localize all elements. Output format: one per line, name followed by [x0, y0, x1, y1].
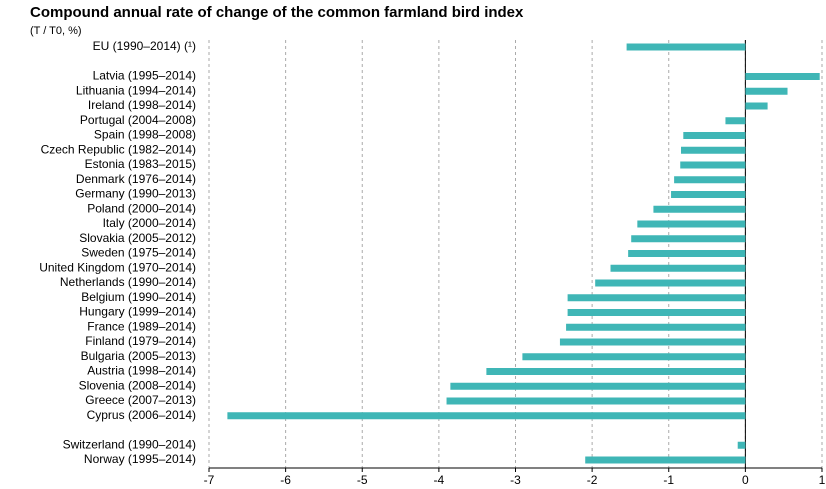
y-tick-label: Denmark (1976–2014) [76, 172, 196, 186]
bar [626, 43, 746, 51]
y-tick-label: Finland (1979–2014) [85, 334, 196, 348]
y-tick-label: Norway (1995–2014) [84, 452, 196, 466]
y-tick-label: Austria (1998–2014) [87, 364, 196, 378]
bar [227, 412, 746, 420]
bar [446, 397, 746, 405]
y-tick-label: Poland (2000–2014) [87, 201, 196, 215]
bar [653, 205, 746, 213]
y-tick-label: Lithuania (1994–2014) [76, 83, 196, 97]
x-tick-label: -7 [204, 473, 215, 487]
bar [628, 250, 746, 257]
y-tick-label: Sweden (1975–2014) [81, 246, 196, 260]
x-tick-label: -5 [357, 473, 368, 487]
y-tick-label: United Kingdom (1970–2014) [39, 260, 196, 274]
y-tick-label: Latvia (1995–2014) [93, 69, 196, 83]
x-tick-label: -3 [510, 473, 521, 487]
y-tick-label: Germany (1990–2013) [75, 187, 196, 201]
bar [486, 368, 746, 375]
bar [745, 102, 768, 110]
x-tick-label: -4 [434, 473, 445, 487]
y-tick-label: Hungary (1999–2014) [79, 305, 196, 319]
x-tick-label: -6 [280, 473, 291, 487]
y-tick-label: Italy (2000–2014) [103, 216, 196, 230]
chart-subtitle: (T / T0, %) [30, 25, 82, 37]
bar [745, 87, 788, 95]
y-tick-label: Greece (2007–2013) [85, 393, 196, 407]
bar [680, 161, 746, 169]
y-tick-label: Czech Republic (1982–2014) [41, 142, 196, 156]
bar [567, 294, 746, 302]
bar [671, 191, 746, 198]
y-tick-label: Estonia (1983–2015) [85, 157, 196, 171]
y-tick-label: Cyprus (2006–2014) [87, 408, 196, 422]
x-tick-label: 0 [742, 473, 749, 487]
bar [745, 73, 820, 80]
bar [674, 176, 746, 184]
bar [631, 235, 746, 243]
bar [559, 338, 746, 346]
bar [681, 146, 746, 154]
bar [737, 441, 746, 449]
y-tick-label: France (1989–2014) [87, 319, 196, 333]
y-tick-label: Spain (1998–2008) [94, 128, 196, 142]
x-tick-label: -2 [587, 473, 598, 487]
bar [566, 323, 746, 331]
y-tick-label: Switzerland (1990–2014) [63, 437, 196, 451]
bar [683, 132, 746, 139]
bar [585, 456, 746, 464]
bar [522, 353, 746, 361]
bar [450, 382, 746, 390]
y-tick-label: Bulgaria (2005–2013) [81, 349, 196, 363]
bar [610, 264, 746, 272]
bar [567, 309, 746, 316]
chart-title: Compound annual rate of change of the co… [30, 4, 524, 21]
y-tick-label: Ireland (1998–2014) [88, 98, 196, 112]
y-tick-label: Belgium (1990–2014) [81, 290, 196, 304]
bar [595, 279, 746, 287]
y-tick-label: Portugal (2004–2008) [80, 113, 196, 127]
x-tick-label: -1 [663, 473, 674, 487]
bar [637, 220, 746, 228]
x-tick-label: 1 [819, 473, 826, 487]
y-tick-label: EU (1990–2014) (¹) [93, 39, 196, 53]
bar [725, 117, 746, 125]
y-tick-label: Netherlands (1990–2014) [60, 275, 196, 289]
y-tick-label: Slovenia (2008–2014) [79, 378, 196, 392]
y-tick-label: Slovakia (2005–2012) [79, 231, 196, 245]
